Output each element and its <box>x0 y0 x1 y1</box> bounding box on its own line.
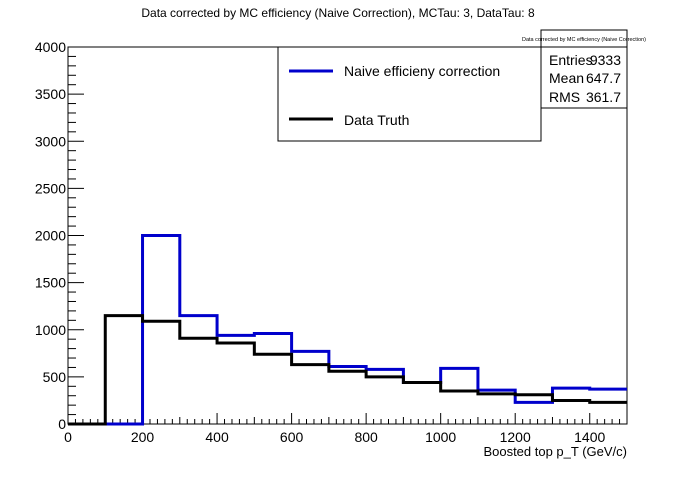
x-tick-label: 200 <box>131 429 155 445</box>
axes: 0 200 400 600 800 1000 1200 1400 0 500 1000 1500 200… <box>35 39 628 445</box>
stats-entries-label: Entries <box>549 52 593 68</box>
x-tick-label: 1200 <box>500 429 531 445</box>
x-tick-label: 0 <box>64 429 72 445</box>
legend-box <box>277 46 542 142</box>
x-axis-label: Boosted top p_T (GeV/c) <box>483 444 627 459</box>
legend-label-truth: Data Truth <box>344 112 409 128</box>
series-layer <box>68 234 627 426</box>
y-tick-label: 1500 <box>35 275 66 291</box>
y-tick-label: 3000 <box>35 133 66 149</box>
y-tick-label: 2000 <box>35 228 66 244</box>
stats-box: Data corrected by MC efficiency (Naive C… <box>522 29 646 109</box>
x-tick-label: 800 <box>354 429 378 445</box>
y-tick-label: 500 <box>43 369 67 385</box>
chart-title: Data corrected by MC efficiency (Naive C… <box>141 6 535 20</box>
stats-entries-value: 9333 <box>590 52 621 68</box>
y-tick-label: 1000 <box>35 322 66 338</box>
y-tick-label: 3500 <box>35 86 66 102</box>
x-tick-label: 600 <box>280 429 304 445</box>
stats-box-title: Data corrected by MC efficiency (Naive C… <box>522 37 646 43</box>
series-naive-correction-line <box>68 234 627 426</box>
stats-mean-label: Mean <box>549 70 584 86</box>
stats-rms-label: RMS <box>549 89 580 105</box>
stats-box-frame <box>540 29 628 109</box>
x-tick-label: 1000 <box>425 429 456 445</box>
stats-mean-value: 647.7 <box>586 70 621 86</box>
legend-label-naive: Naive efficieny correction <box>344 63 500 79</box>
legend: Naive efficieny correction Data Truth <box>277 46 542 142</box>
x-tick-label: 400 <box>205 429 229 445</box>
x-tick-label: 1400 <box>574 429 605 445</box>
y-tick-label: 2500 <box>35 180 66 196</box>
stats-rms-value: 361.7 <box>586 89 621 105</box>
series-data-truth-line <box>68 314 627 426</box>
y-tick-label: 0 <box>58 416 66 432</box>
y-tick-label: 4000 <box>35 39 66 55</box>
